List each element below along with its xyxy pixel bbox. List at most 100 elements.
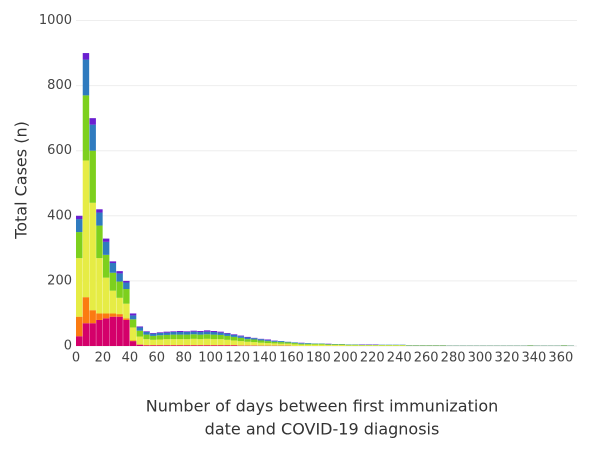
bar <box>210 339 218 346</box>
bar <box>278 343 285 346</box>
bar <box>123 282 130 290</box>
y-axis-title: Total Cases (n) <box>12 121 31 240</box>
bar <box>170 345 177 346</box>
bar <box>76 215 83 220</box>
bar <box>298 344 305 346</box>
bar <box>170 331 177 333</box>
x-tick-label: 20 <box>95 351 112 366</box>
bar <box>217 339 224 346</box>
bar <box>96 313 103 320</box>
bar <box>217 334 224 340</box>
bar <box>170 334 177 340</box>
x-tick-label: 120 <box>225 351 250 366</box>
bar <box>244 337 251 340</box>
bar <box>298 343 305 344</box>
bar <box>224 345 231 346</box>
bar <box>150 332 157 334</box>
bar <box>264 343 271 346</box>
bar <box>76 336 83 346</box>
bar <box>224 333 231 336</box>
bar <box>102 254 110 278</box>
bar <box>197 345 204 346</box>
bar <box>291 342 298 344</box>
bar <box>304 343 312 344</box>
bar <box>129 313 137 316</box>
bar <box>318 343 325 345</box>
bar <box>203 338 211 346</box>
bar <box>129 340 137 342</box>
bar <box>325 344 332 346</box>
bar <box>284 341 292 343</box>
bar <box>163 332 170 335</box>
bar <box>82 59 90 96</box>
bar <box>230 345 238 346</box>
bar <box>338 345 346 346</box>
bar <box>257 340 265 343</box>
bar <box>89 124 96 151</box>
bar <box>244 341 251 346</box>
bar <box>109 261 117 263</box>
bar <box>210 334 218 340</box>
bar <box>89 202 96 311</box>
bar <box>109 263 117 273</box>
y-tick-label: 800 <box>47 78 72 93</box>
bar <box>82 160 90 298</box>
x-tick-label: 280 <box>441 351 466 366</box>
y-tick-label: 200 <box>47 273 72 288</box>
bar <box>311 344 319 346</box>
bar <box>257 342 265 346</box>
bar <box>96 212 103 226</box>
bar <box>230 340 238 346</box>
bar <box>156 332 164 336</box>
bar <box>143 345 150 346</box>
bar <box>123 280 130 283</box>
bar <box>331 345 339 346</box>
bar <box>123 318 130 320</box>
bar <box>365 345 372 346</box>
x-tick-label: 240 <box>387 351 412 366</box>
bar <box>170 332 177 335</box>
bar <box>304 343 312 345</box>
x-tick-label: 300 <box>468 351 493 366</box>
x-tick-label: 40 <box>122 351 139 366</box>
bar <box>304 344 312 346</box>
bar <box>217 331 224 333</box>
bar <box>399 345 406 346</box>
bar <box>284 343 292 346</box>
bar <box>210 331 218 333</box>
bar <box>123 289 130 304</box>
bar <box>190 338 197 346</box>
bar <box>109 313 117 317</box>
bar <box>318 344 325 346</box>
x-axis-title: date and COVID-19 diagnosis <box>205 420 440 439</box>
bar <box>177 331 184 333</box>
bar <box>352 345 359 346</box>
bar <box>224 332 231 334</box>
y-tick-label: 1000 <box>39 13 72 28</box>
x-tick-label: 100 <box>198 351 223 366</box>
bar <box>96 225 103 259</box>
bar <box>89 118 96 125</box>
bar <box>177 334 184 340</box>
bar <box>217 332 224 335</box>
bar <box>251 338 258 340</box>
bar <box>190 331 197 335</box>
bar <box>143 331 150 333</box>
bar <box>102 318 110 346</box>
bar <box>82 297 90 324</box>
y-tick-label: 600 <box>47 143 72 158</box>
bar <box>392 345 399 346</box>
bar <box>109 316 117 346</box>
bar <box>217 345 224 346</box>
bar <box>264 339 271 341</box>
bar <box>203 345 211 346</box>
bar <box>163 339 170 346</box>
bar <box>123 319 130 346</box>
bar <box>116 271 123 274</box>
bar <box>150 339 157 346</box>
bar <box>136 330 144 337</box>
bar <box>177 339 184 346</box>
bar <box>102 277 110 314</box>
bar <box>156 345 164 346</box>
